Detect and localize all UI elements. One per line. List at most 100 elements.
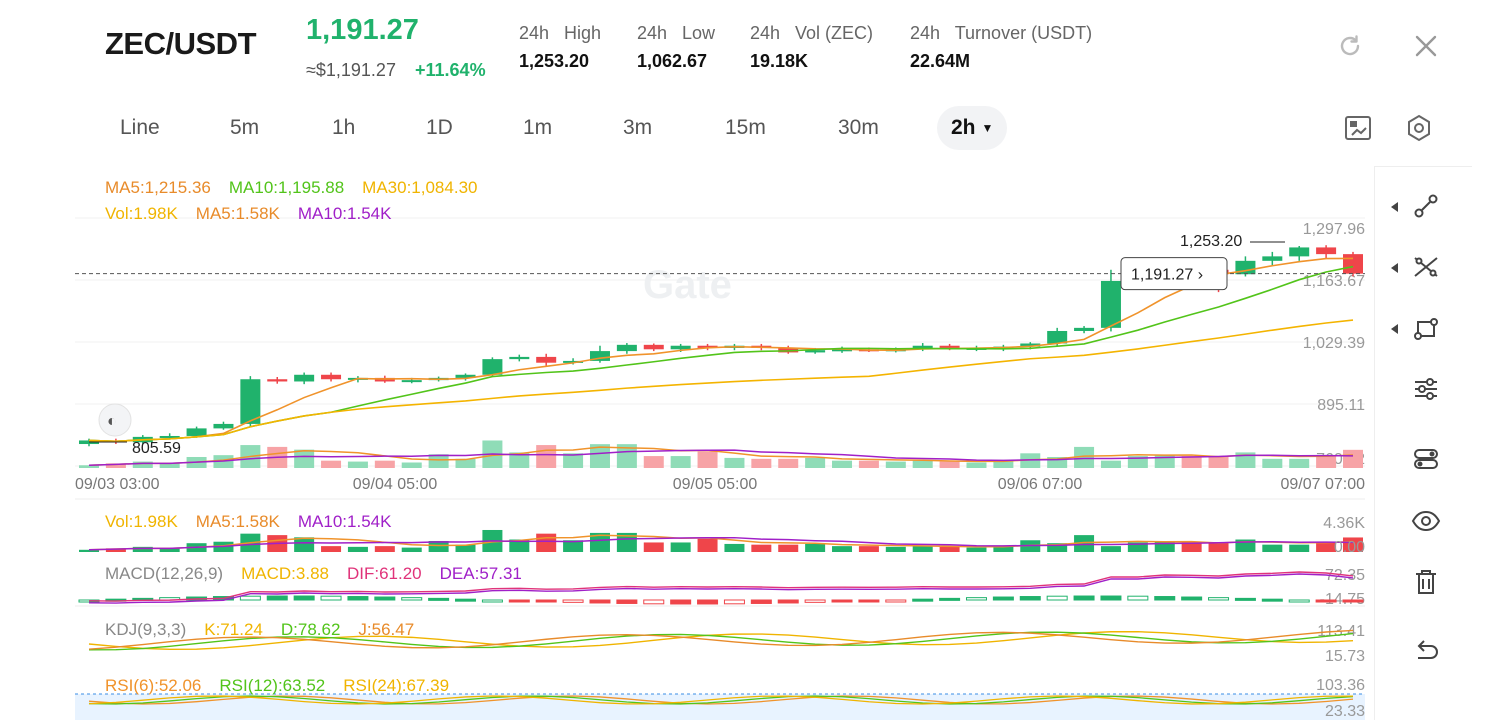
- legend-ma30: MA30:1,084.30: [362, 178, 478, 197]
- image-layout-icon[interactable]: [1342, 112, 1374, 144]
- macd-bar: [697, 599, 719, 605]
- rsi24-line: [88, 695, 1354, 705]
- eye-icon[interactable]: [1409, 504, 1443, 538]
- overlay-volume-bar: [132, 461, 153, 468]
- approx-usd-price: ≈$1,191.27: [306, 60, 396, 80]
- drawing-toolbar: [1374, 166, 1472, 720]
- tab-1d[interactable]: 1D: [412, 106, 467, 150]
- macd-bar: [965, 597, 987, 601]
- chart-canvas[interactable]: Gate1,297.961,163.671,029.39895.11760.82…: [75, 166, 1372, 720]
- legend-rsi12: RSI(12):63.52: [219, 676, 326, 695]
- volume-bar: [374, 546, 395, 552]
- candle-body: [1316, 247, 1337, 255]
- dif-line: [88, 571, 1354, 602]
- legend-k: K:71.24: [204, 620, 263, 639]
- macd-bar: [643, 599, 665, 605]
- macd-bar: [239, 595, 261, 601]
- candle-body: [589, 351, 610, 361]
- tab-5m[interactable]: 5m: [216, 106, 273, 150]
- volume-bar: [858, 546, 879, 552]
- overlay-volume-bar: [159, 463, 180, 468]
- pair-title: ZEC/USDT: [105, 26, 257, 61]
- tab-2h[interactable]: 2h ▼: [937, 106, 1008, 150]
- overlay-volume-bar: [321, 460, 342, 468]
- legend-macd-title: MACD(12,26,9): [105, 564, 224, 583]
- macd-bar: [589, 599, 611, 604]
- candle-body: [1343, 254, 1363, 274]
- tab-1m[interactable]: 1m: [509, 106, 566, 150]
- cross-tool-icon[interactable]: [1409, 250, 1443, 284]
- legend-kdj-title: KDJ(9,3,3): [105, 620, 187, 639]
- legend-ma5: MA5:1,215.36: [105, 178, 211, 197]
- candle-body: [1100, 280, 1121, 328]
- ma-legend: MA5:1,215.36 MA10:1,195.88 MA30:1,084.30: [105, 178, 495, 198]
- overlay-volume-bar: [105, 463, 126, 468]
- macd-bar: [1234, 597, 1256, 601]
- overlay-volume-bar: [751, 458, 772, 468]
- overlay-volume-bar: [1316, 455, 1337, 468]
- macd-bar: [508, 599, 530, 603]
- volume-bar: [1262, 544, 1283, 552]
- tab-1h[interactable]: 1h: [318, 106, 369, 150]
- legend-vol-ma5: MA5:1.58K: [195, 512, 280, 531]
- volume-bar: [1074, 535, 1095, 552]
- toggle-icon[interactable]: [1409, 442, 1443, 476]
- volume-bar: [321, 546, 342, 552]
- legend-vol: Vol:1.98K: [105, 512, 178, 531]
- macd-bar: [562, 599, 584, 603]
- overlay-volume-bar: [1181, 456, 1202, 468]
- volume-bar: [724, 543, 745, 552]
- tab-label: 1h: [332, 116, 356, 139]
- trash-icon[interactable]: [1409, 565, 1443, 599]
- candle-body: [912, 345, 933, 350]
- legend-vol-ma10: MA10:1.54K: [297, 204, 392, 223]
- macd-bar: [858, 599, 880, 603]
- volume-bar: [563, 540, 584, 552]
- volume-bar: [79, 549, 99, 552]
- refresh-icon[interactable]: [1334, 30, 1366, 62]
- macd-bar: [320, 595, 342, 601]
- close-icon[interactable]: [1410, 30, 1442, 62]
- caret-left-icon: [1391, 324, 1398, 334]
- line-tool-icon[interactable]: [1409, 189, 1443, 223]
- tab-3m[interactable]: 3m: [609, 106, 666, 150]
- volume-bar: [536, 533, 557, 552]
- candle-body: [213, 423, 234, 429]
- caret-left-icon: [1391, 202, 1398, 212]
- volume-bar: [778, 544, 799, 552]
- settings-icon[interactable]: [1403, 112, 1435, 144]
- stat-24h-vol: 24h Vol (ZEC) 19.18K: [750, 23, 873, 72]
- shape-tool-icon[interactable]: [1409, 311, 1443, 345]
- stat-label: 24h Vol (ZEC): [750, 23, 874, 43]
- overlay-volume-bar: [374, 460, 395, 468]
- stat-24h-turnover: 24h Turnover (USDT) 22.64M: [910, 23, 1092, 72]
- tab-30m[interactable]: 30m: [824, 106, 893, 150]
- overlay-volume-bar: [993, 460, 1014, 468]
- time-axis-label: 09/07 07:00: [1280, 476, 1365, 493]
- candle-body: [805, 350, 826, 353]
- overlay-volume-bar: [616, 444, 637, 468]
- candle-body: [670, 345, 691, 350]
- d-line: [88, 631, 1354, 651]
- candle-body: [563, 360, 584, 363]
- macd-bar: [777, 599, 799, 604]
- price-axis-label: 1,297.96: [1303, 221, 1365, 238]
- indicator-settings-icon[interactable]: [1409, 372, 1443, 406]
- overlay-volume-bar: [805, 457, 826, 468]
- macd-bar: [481, 599, 503, 603]
- tab-15m[interactable]: 15m: [711, 106, 780, 150]
- candle-body: [1074, 327, 1095, 331]
- stat-value: 1,253.20: [519, 51, 590, 71]
- tab-line[interactable]: Line: [106, 106, 174, 150]
- undo-icon[interactable]: [1409, 635, 1443, 669]
- overlay-volume-bar: [428, 454, 449, 468]
- volume-bar: [105, 548, 126, 552]
- dea-line: [88, 573, 1354, 604]
- macd-bar: [1315, 599, 1337, 603]
- kline-chart[interactable]: Gate 1,297.96 1,163.67 1,029.39 895.11 760.82…: [75, 166, 1372, 720]
- macd-bar: [804, 599, 826, 603]
- rsi-axis-label: 23.33: [1325, 703, 1365, 720]
- macd-axis-label: -14.75: [1320, 591, 1365, 608]
- volume-bar: [347, 546, 368, 552]
